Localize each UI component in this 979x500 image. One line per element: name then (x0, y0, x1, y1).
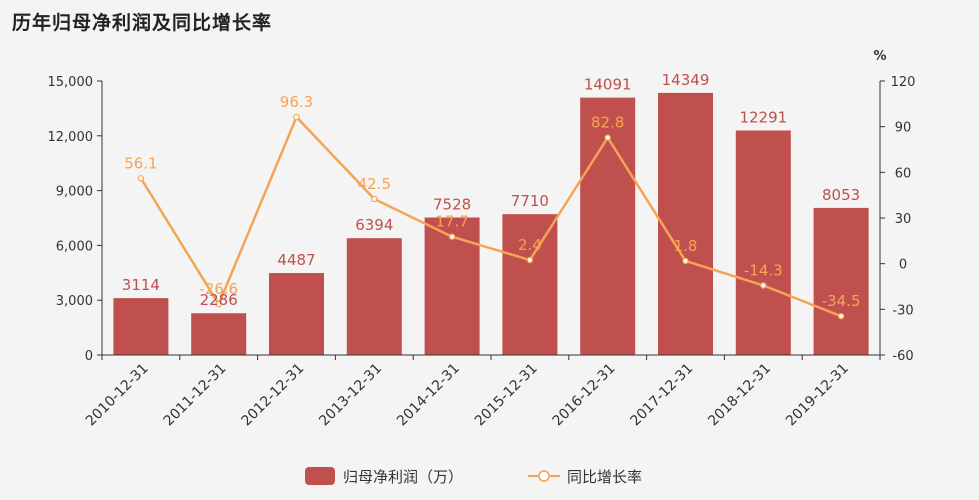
growth-value-label: 82.8 (591, 114, 624, 132)
left-axis-tick-label: 12,000 (48, 130, 94, 145)
bar-2014-12-31 (424, 217, 480, 355)
legend-line-label: 同比增长率 (567, 468, 642, 486)
right-axis-tick-label: 30 (895, 212, 912, 227)
bar-value-label: 4487 (277, 251, 315, 269)
right-axis-tick-label: 90 (895, 121, 912, 136)
right-axis-tick-label: 120 (891, 75, 916, 90)
bar-value-label: 14091 (584, 76, 632, 94)
left-axis-tick-label: 0 (85, 349, 93, 364)
x-axis-tick-label: 2019-12-31 (783, 361, 852, 430)
bar-value-label: 7710 (511, 192, 549, 210)
right-axis-tick-label: 0 (899, 258, 907, 273)
bar-value-label: 2286 (200, 291, 238, 309)
legend-line-marker (538, 470, 550, 482)
right-axis-tick-label: -30 (892, 303, 913, 318)
growth-value-label: 17.7 (435, 213, 468, 231)
bar-2015-12-31 (502, 214, 558, 355)
growth-value-label: 42.5 (358, 175, 391, 193)
x-axis-tick-label: 2015-12-31 (472, 361, 541, 430)
growth-rate-line (139, 115, 842, 318)
bar-2010-12-31 (113, 298, 169, 355)
growth-point-2012-12-31 (293, 113, 300, 121)
bar-2013-12-31 (346, 238, 402, 355)
growth-point-2016-12-31 (604, 134, 611, 141)
bar-value-label: 12291 (739, 108, 787, 126)
growth-point-2017-12-31 (682, 257, 689, 265)
right-axis-unit: % (873, 49, 886, 64)
right-axis-tick-label: -60 (892, 349, 913, 364)
growth-point-2013-12-31 (371, 195, 378, 203)
x-axis-tick-label: 2013-12-31 (316, 361, 385, 430)
growth-value-label: -34.5 (822, 292, 861, 310)
growth-point-2010-12-31 (137, 175, 145, 182)
growth-value-label: 1.8 (674, 237, 698, 255)
growth-point-2014-12-31 (448, 233, 456, 240)
growth-point-2011-12-31 (215, 300, 222, 308)
x-axis-tick-label: 2017-12-31 (627, 361, 696, 430)
growth-point-2019-12-31 (837, 312, 845, 320)
x-axis-tick-label: 2012-12-31 (238, 361, 307, 430)
legend-bar-swatch (305, 467, 335, 485)
bar-value-label: 14349 (662, 71, 710, 89)
bar-value-label: 7528 (433, 195, 471, 213)
growth-value-label: 96.3 (280, 93, 313, 111)
x-axis-tick-label: 2016-12-31 (550, 361, 619, 430)
bar-2011-12-31 (191, 313, 247, 355)
bar-2012-12-31 (269, 273, 324, 355)
left-axis-tick-label: 6,000 (56, 239, 93, 254)
growth-point-2018-12-31 (760, 282, 767, 289)
right-axis-tick-label: 60 (895, 166, 912, 181)
x-axis-tick-label: 2011-12-31 (161, 361, 230, 430)
left-axis-tick-label: 9,000 (56, 185, 93, 200)
growth-value-label: -14.3 (744, 261, 783, 279)
growth-value-label: 56.1 (124, 154, 157, 172)
x-axis-tick-label: 2010-12-31 (83, 361, 152, 430)
bar-value-label: 6394 (355, 216, 393, 234)
bar-value-label: 8053 (822, 186, 860, 204)
left-axis-tick-label: 15,000 (48, 75, 94, 90)
bar-2019-12-31 (813, 207, 869, 355)
bar-2018-12-31 (735, 130, 791, 355)
x-axis-tick-label: 2018-12-31 (705, 361, 774, 430)
chart-title: 历年归母净利润及同比增长率 (12, 12, 273, 34)
legend-bar-label: 归母净利润（万） (343, 468, 463, 486)
bar-value-label: 3114 (122, 276, 160, 294)
bar-2017-12-31 (658, 92, 713, 355)
growth-point-2015-12-31 (526, 256, 534, 264)
x-axis-tick-label: 2014-12-31 (394, 361, 463, 430)
growth-value-label: 2.4 (518, 236, 542, 254)
growth-value-label: -26.6 (199, 280, 238, 298)
left-axis-tick-label: 3,000 (56, 294, 93, 309)
